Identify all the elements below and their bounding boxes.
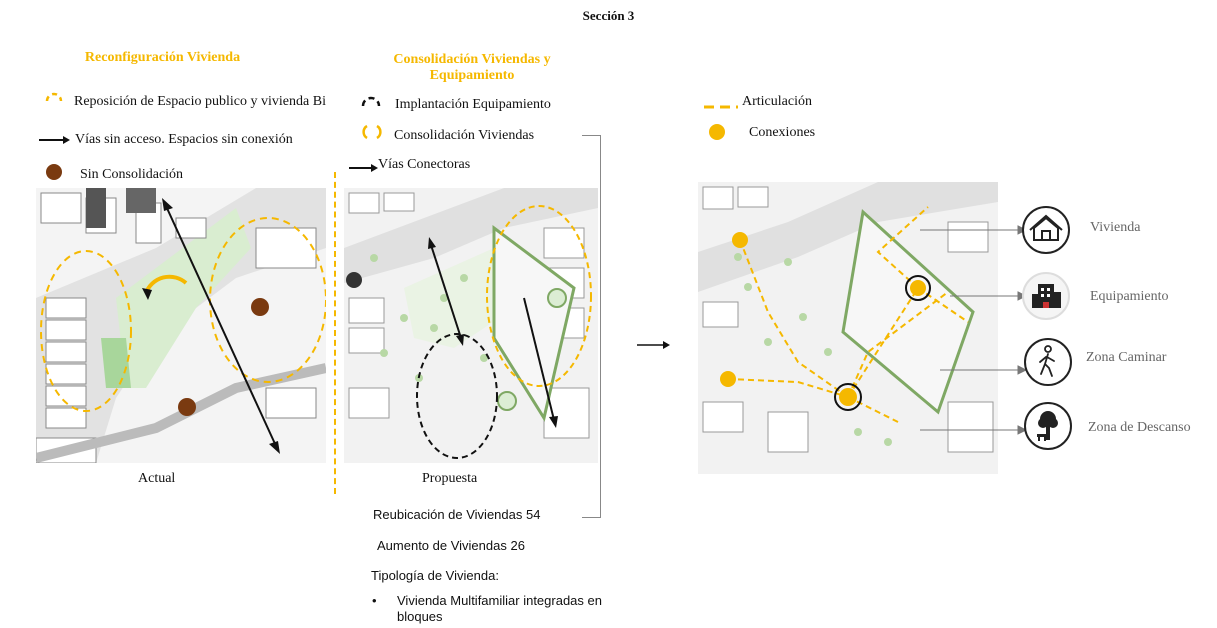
legend-text-articulacion: Articulación <box>742 94 812 109</box>
black-dashed-arc-icon <box>360 94 382 108</box>
icon-label-zona-descanso: Zona de Descanso <box>1088 420 1191 435</box>
brown-dot-icon <box>46 164 62 180</box>
yellow-dashed-arc-icon <box>44 92 64 108</box>
yellow-dot-icon <box>709 124 725 140</box>
icon-label-equipamiento: Equipamiento <box>1090 289 1169 304</box>
map-propuesta <box>344 188 598 463</box>
legend-text-implantacion: Implantación Equipamiento <box>395 97 551 112</box>
info-aumento: Aumento de Viviendas 26 <box>377 538 525 553</box>
transition-arrow-icon <box>636 337 670 349</box>
info-tipologia-title: Tipología de Vivienda: <box>371 568 499 583</box>
page-title: Sección 3 <box>582 8 635 23</box>
legend-text-conexiones: Conexiones <box>749 125 816 140</box>
legend-text-reposicion: Reposición de Espacio publico y vivienda… <box>74 94 326 109</box>
tree-bench-icon <box>1024 402 1072 450</box>
caption-actual: Actual <box>138 471 176 486</box>
connector-lines <box>920 225 1028 435</box>
map-articulacion <box>698 182 998 474</box>
icon-label-vivienda: Vivienda <box>1090 220 1141 235</box>
legend-text-vias-sin-acceso: Vías sin acceso. Espacios sin conexión <box>75 132 293 147</box>
caption-propuesta: Propuesta <box>422 471 478 486</box>
panel-separator <box>334 172 336 494</box>
legend-text-vias-conectoras: Vías Conectoras <box>378 157 471 172</box>
house-icon <box>1022 206 1070 254</box>
info-bullet-line2: bloques <box>397 609 443 624</box>
middle-panel-title: Consolidación Viviendas y Equipamiento <box>393 52 551 83</box>
info-bullet-line1: Vivienda Multifamiliar integradas en <box>397 593 602 608</box>
legend-text-consolidacion: Consolidación Viviendas <box>394 128 535 143</box>
building-icon <box>1022 272 1070 320</box>
bracket-line <box>582 135 601 518</box>
bullet-dot: • <box>372 593 377 608</box>
icon-label-zona-caminar: Zona Caminar <box>1086 350 1167 365</box>
left-panel-title: Reconfiguración Vivienda <box>84 50 241 65</box>
yellow-dash-line-icon <box>704 98 738 109</box>
map-actual <box>36 188 326 463</box>
legend-text-sin-consolidacion: Sin Consolidación <box>80 167 184 182</box>
walking-person-icon <box>1024 338 1072 386</box>
black-arrow-icon <box>348 160 378 172</box>
yellow-dashed-arc-icon <box>360 124 384 140</box>
info-reubicacion: Reubicación de Viviendas 54 <box>373 507 541 522</box>
black-arrow-icon <box>38 132 70 144</box>
